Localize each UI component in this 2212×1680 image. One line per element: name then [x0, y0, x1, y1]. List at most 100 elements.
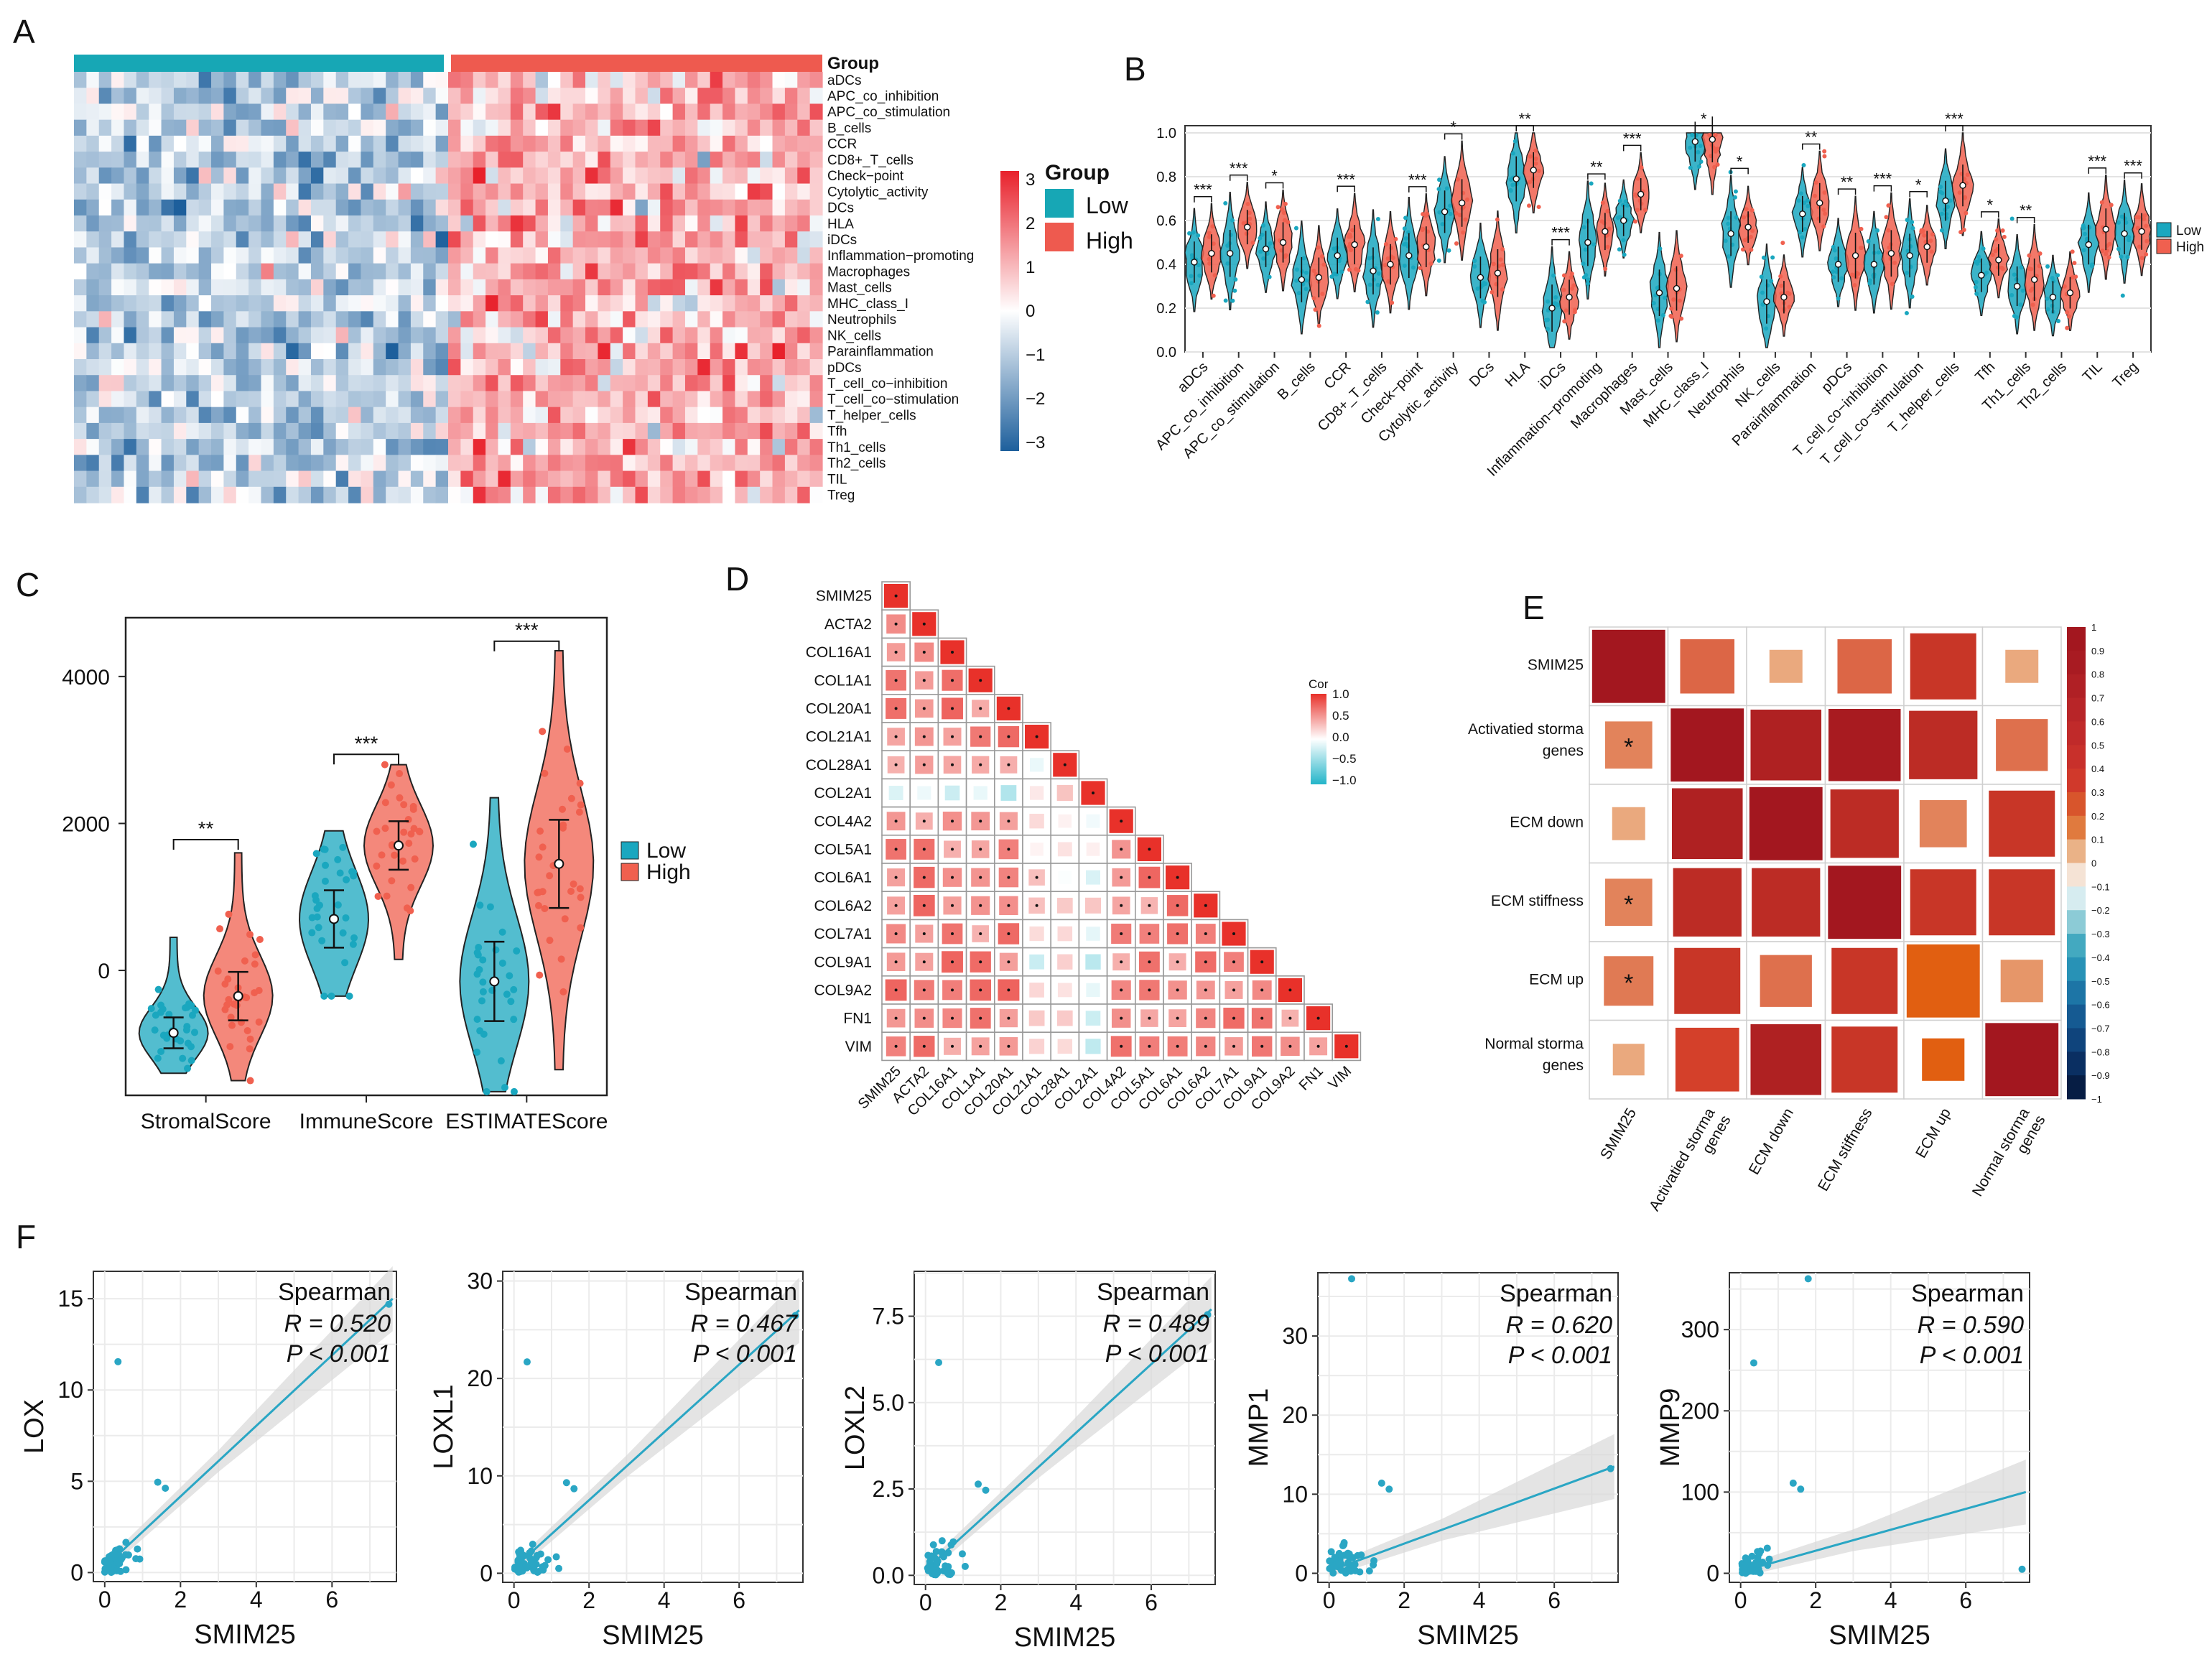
heatmap-cell — [173, 470, 187, 488]
data-point — [1483, 281, 1488, 286]
heatmap-cell — [523, 183, 536, 200]
heatmap-cell — [797, 215, 811, 232]
data-point — [1600, 200, 1605, 205]
data-point — [246, 1045, 254, 1053]
significance-label: *** — [1408, 171, 1427, 189]
heatmap-cell — [173, 439, 187, 455]
heatmap-cell — [772, 135, 786, 152]
data-point — [2020, 288, 2025, 293]
significance-dot — [979, 735, 982, 738]
heatmap-cell — [386, 72, 399, 88]
heatmap-cell — [398, 247, 412, 264]
heatmap-cell — [610, 470, 623, 488]
heatmap-cell — [697, 407, 711, 424]
heatmap-cell — [473, 183, 486, 200]
heatmap-cell — [672, 455, 686, 472]
data-point — [1994, 237, 1999, 242]
heatmap-cell — [623, 327, 636, 344]
heatmap-cell — [423, 375, 437, 392]
heatmap-cell — [298, 72, 312, 88]
row-label: HLA — [827, 217, 854, 232]
heatmap-cell — [361, 343, 374, 360]
data-point — [469, 840, 477, 848]
correlation-square — [1750, 1024, 1822, 1095]
heatmap-cell — [398, 375, 412, 392]
significance-label: *** — [2124, 157, 2142, 175]
x-axis-title: SMIM25 — [602, 1620, 703, 1651]
y-tick-label: 0 — [1295, 1560, 1308, 1586]
heatmap-cell — [684, 88, 698, 105]
heatmap-cell — [722, 88, 736, 105]
heatmap-cell — [335, 183, 349, 200]
heatmap-cell — [261, 247, 274, 264]
correlation-square — [1057, 842, 1072, 857]
heatmap-cell — [448, 295, 461, 312]
heatmap-cell — [523, 199, 536, 216]
data-point — [498, 928, 506, 936]
heatmap-cell — [660, 327, 674, 344]
heatmap-cell — [572, 295, 586, 312]
heatmap-cell — [435, 455, 449, 472]
heatmap-cell — [211, 135, 224, 152]
significance-label: ** — [1590, 158, 1603, 176]
heatmap-cell — [435, 119, 449, 136]
data-point — [182, 1026, 190, 1034]
heatmap-cell — [298, 455, 312, 472]
heatmap-cell — [348, 470, 362, 488]
heatmap-cell — [572, 359, 586, 376]
data-point — [958, 1550, 966, 1558]
median-point — [2102, 226, 2109, 233]
heatmap-cell — [211, 486, 224, 503]
heatmap-cell — [772, 295, 786, 312]
heatmap-cell — [485, 486, 499, 503]
correlation-square — [1989, 790, 2055, 857]
heatmap-cell — [74, 470, 87, 488]
heatmap-cell — [560, 279, 574, 296]
heatmap-cell — [797, 152, 811, 168]
x-tick-label: 2 — [582, 1587, 595, 1613]
heatmap-cell — [98, 263, 112, 280]
stat-r: R = 0.620 — [1506, 1312, 1612, 1339]
heatmap-cell — [684, 439, 698, 455]
median-point — [1370, 267, 1377, 274]
data-point — [562, 1479, 570, 1487]
data-point — [575, 808, 583, 816]
data-point — [567, 888, 575, 896]
heatmap-cell — [572, 119, 586, 136]
heatmap-cell — [498, 486, 511, 503]
heatmap-cell — [273, 135, 287, 152]
heatmap-cell — [86, 103, 100, 121]
data-point — [241, 957, 248, 965]
heatmap-cell — [809, 167, 823, 185]
heatmap-cell — [98, 135, 112, 152]
data-point — [1383, 242, 1388, 247]
heatmap-cell — [523, 422, 536, 440]
significance-dot — [979, 876, 982, 879]
heatmap-cell — [98, 470, 112, 488]
data-point — [1875, 228, 1880, 233]
heatmap-cell — [111, 279, 125, 296]
data-point — [1296, 291, 1301, 296]
significance-dot — [1148, 848, 1151, 851]
data-point — [1679, 316, 1684, 321]
heatmap-cell — [710, 439, 723, 455]
heatmap-cell — [361, 119, 374, 136]
heatmap-cell — [710, 135, 723, 152]
heatmap-cell — [124, 375, 137, 392]
heatmap-cell — [74, 215, 87, 232]
heatmap-cell — [211, 375, 224, 392]
x-tick-label: B_cells — [1275, 359, 1319, 403]
heatmap-cell — [149, 167, 162, 185]
heatmap-cell — [684, 295, 698, 312]
significance-dot — [922, 707, 926, 710]
heatmap-cell — [498, 470, 511, 488]
correlation-square — [888, 786, 903, 800]
significance-dot — [922, 679, 926, 682]
heatmap-cell — [86, 183, 100, 200]
heatmap-cell — [211, 119, 224, 136]
data-point — [479, 988, 487, 996]
data-point — [1344, 1559, 1352, 1567]
heatmap-cell — [448, 486, 461, 503]
heatmap-cell — [310, 407, 324, 424]
heatmap-cell — [410, 295, 424, 312]
